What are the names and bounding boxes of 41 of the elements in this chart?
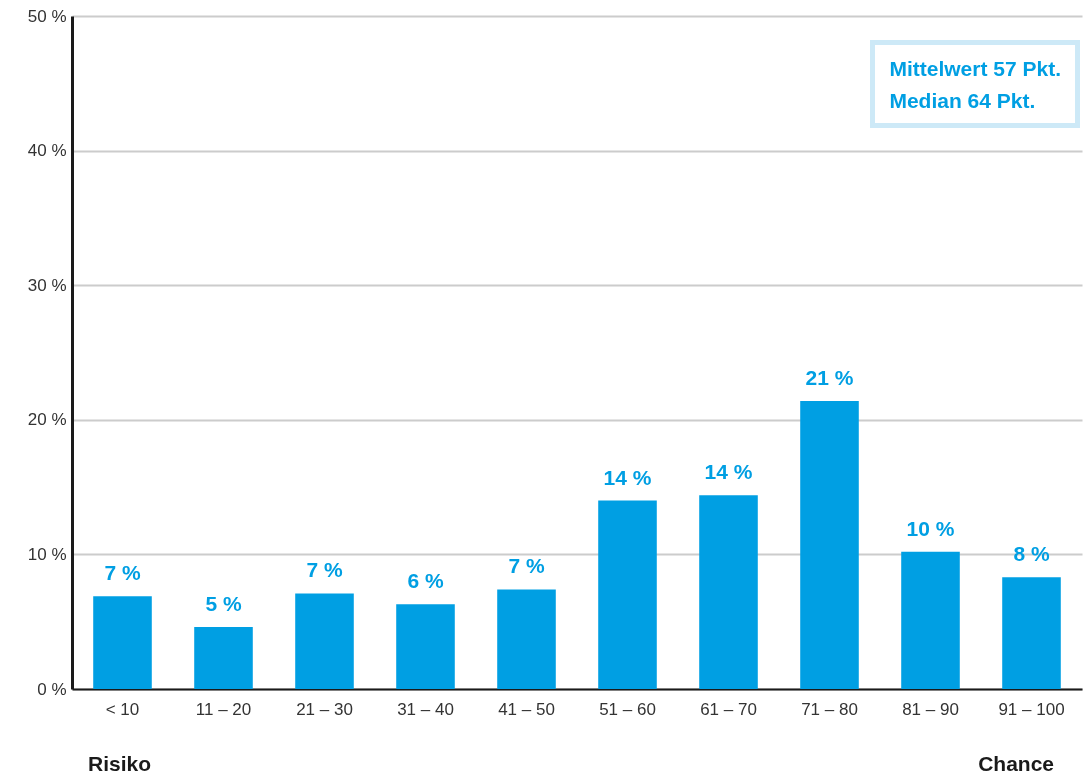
- bar: [699, 495, 758, 689]
- bar: [800, 400, 859, 689]
- bar: [901, 551, 960, 689]
- bar: [1002, 577, 1061, 689]
- data-label: 7 %: [306, 558, 343, 582]
- data-label: 10 %: [906, 516, 955, 540]
- annotation: Median 64 Pkt.: [889, 88, 1037, 114]
- x-tick-label: 51 – 60: [599, 699, 656, 719]
- bar: [295, 593, 354, 689]
- bar: [93, 596, 152, 689]
- x-tick-label: 71 – 80: [801, 699, 858, 719]
- data-label: 8 %: [1013, 542, 1050, 566]
- y-tick-label: 40 %: [27, 141, 67, 161]
- data-label: 7 %: [508, 554, 545, 578]
- x-tick-label: 91 – 100: [998, 699, 1065, 719]
- y-tick-label: 30 %: [27, 275, 67, 295]
- annotation: Mittelwert 57 Pkt.: [889, 56, 1061, 82]
- data-label: 5 %: [205, 592, 242, 616]
- data-label: 21 %: [805, 365, 854, 389]
- text: Chance: [978, 752, 1054, 776]
- x-tick-label: 61 – 70: [700, 699, 757, 719]
- y-tick-label: 50 %: [27, 6, 67, 26]
- x-tick-label: 31 – 40: [397, 699, 454, 719]
- y-tick-label: 10 %: [27, 544, 67, 564]
- bar: [396, 604, 455, 689]
- x-tick-label: 41 – 50: [498, 699, 555, 719]
- bar: [497, 589, 556, 689]
- data-label: 14 %: [603, 465, 652, 489]
- text-box: Mittelwert 57 Pkt. Median 64 Pkt.: [870, 40, 1080, 128]
- data-label: 14 %: [704, 460, 753, 484]
- x-tick-label: 81 – 90: [902, 699, 959, 719]
- data-label: 7 %: [104, 561, 141, 585]
- x-tick-label: 11 – 20: [195, 699, 252, 719]
- x-tick-label: 21 – 30: [296, 699, 353, 719]
- bar: [598, 500, 657, 689]
- y-tick-label: 0 %: [37, 679, 67, 699]
- text: Risiko: [88, 752, 152, 776]
- x-tick-label: < 10: [105, 699, 140, 719]
- y-tick-label: 20 %: [27, 410, 67, 430]
- bar: [194, 627, 253, 689]
- data-label: 6 %: [407, 569, 444, 593]
